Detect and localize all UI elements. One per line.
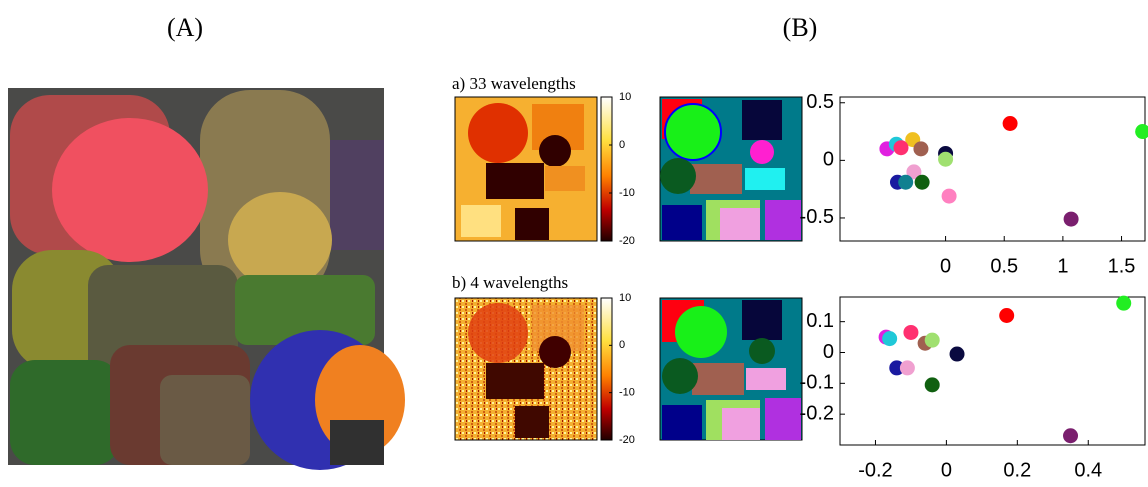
segmentation	[660, 97, 802, 241]
x-tick-label: 1.5	[1108, 255, 1136, 277]
point	[898, 175, 913, 190]
x-tick-label: 0.4	[1074, 459, 1102, 481]
point	[882, 331, 897, 346]
x-tick-label: 0.5	[990, 255, 1018, 277]
heatmap	[455, 298, 597, 440]
caption: a) 33 wavelengths	[452, 74, 576, 93]
x-tick-label: -0.2	[858, 459, 892, 481]
colorbar-tick-label: -10	[619, 387, 635, 399]
colorbar-tick-label: -10	[619, 187, 635, 199]
heatmap	[455, 97, 597, 241]
y-tick-label: 0.5	[806, 91, 834, 113]
panel-label: (B)	[783, 13, 818, 42]
y-tick-label: 0.1	[806, 310, 834, 332]
colorbar-tick-label: 10	[619, 292, 631, 304]
plot-frame	[840, 297, 1145, 445]
y-tick-label: -0.1	[800, 372, 834, 394]
point	[903, 325, 918, 340]
point	[1116, 296, 1131, 311]
colorbar	[601, 298, 612, 440]
point	[915, 175, 930, 190]
point	[925, 377, 940, 392]
x-tick-label: 0	[940, 255, 951, 277]
point	[1063, 428, 1078, 443]
point	[938, 152, 953, 167]
point	[1064, 212, 1079, 227]
point	[999, 308, 1014, 323]
x-tick-label: 1	[1057, 255, 1068, 277]
colorbar-tick-label: -20	[619, 434, 635, 446]
photo	[8, 88, 405, 470]
segmentation	[660, 298, 802, 440]
point	[925, 333, 940, 348]
point	[1003, 116, 1018, 131]
point	[900, 360, 915, 375]
point	[950, 347, 965, 362]
colorbar-tick-label: 0	[619, 139, 625, 151]
y-tick-label: 0	[823, 149, 834, 171]
colorbar-tick-label: 0	[619, 339, 625, 351]
plot-frame	[840, 97, 1145, 241]
point	[1135, 124, 1148, 139]
y-tick-label: 0	[823, 341, 834, 363]
caption: b) 4 wavelengths	[452, 273, 568, 292]
colorbar-tick-label: 10	[619, 91, 631, 103]
figure: (A) (B)	[0, 0, 1148, 487]
point	[942, 189, 957, 204]
point	[894, 140, 909, 155]
colorbar-tick-label: -20	[619, 235, 635, 247]
x-tick-label: 0.2	[1003, 459, 1031, 481]
panel-label: (A)	[167, 13, 203, 42]
y-tick-label: -0.5	[800, 206, 834, 228]
y-tick-label: -0.2	[800, 402, 834, 424]
colorbar	[601, 97, 612, 241]
x-tick-label: 0	[941, 459, 952, 481]
point	[913, 141, 928, 156]
